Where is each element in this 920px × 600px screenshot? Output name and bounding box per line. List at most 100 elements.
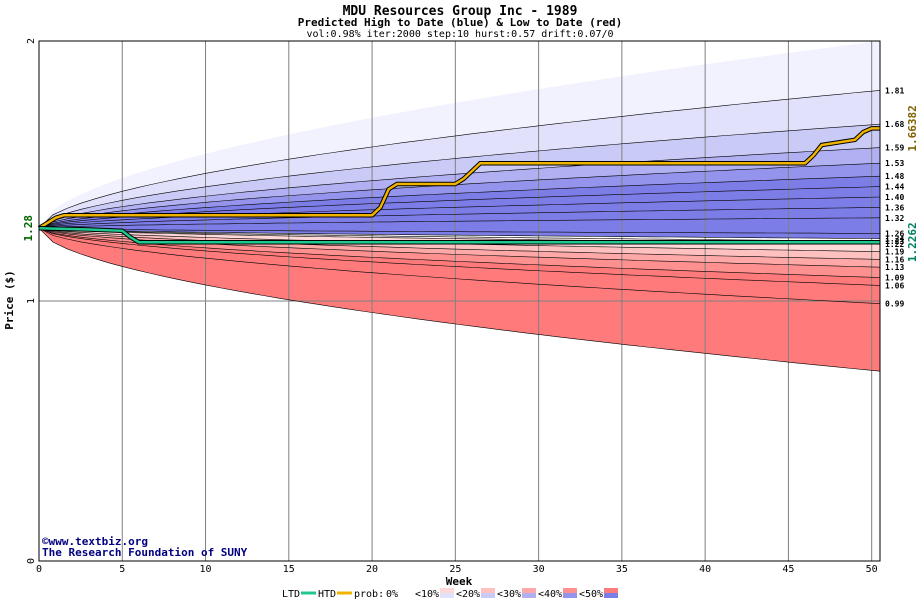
upper-band [39,41,880,229]
legend-red-swatch [481,588,495,593]
quantile-label: 1.13 [885,263,904,272]
legend-red-swatch [563,588,577,593]
quantile-label: 1.23 [885,237,904,246]
x-tick-label: 30 [533,564,545,575]
credit-site-text: www.textbiz.org [49,535,148,548]
legend-ltd-label: LTD [282,589,300,600]
x-axis-label: Week [446,575,473,588]
legend-prob-item: <50% [579,589,603,600]
x-tick-label: 25 [449,564,461,575]
legend-blue-swatch [522,593,536,598]
quantile-label: 1.16 [885,255,904,264]
series [37,126,880,245]
upper-band [39,197,880,229]
x-tick-label: 15 [283,564,295,575]
quantile-label: 1.44 [885,183,904,192]
x-tick-label: 35 [616,564,628,575]
quantile-label: 1.26 [885,229,904,238]
legend-prob-item: <40% [538,589,562,600]
chart-title: MDU Resources Group Inc - 1989 [343,4,578,19]
lower-quantile-line [38,227,881,286]
x-tick-label: 45 [782,564,794,575]
ltd-final-label: 1.2262 [906,222,919,262]
quantile-label: 1.19 [885,248,904,257]
quantile-label: 1.53 [885,159,904,168]
legend-prob-label: prob: [354,589,384,600]
legend-blue-swatch [399,593,413,598]
legend-red-swatch [399,588,413,593]
x-tick-label: 5 [119,564,125,575]
y-tick-labels: 0 1 2 [26,38,37,564]
lower-quantile-line [38,227,881,242]
y-tick-label: 0 [26,558,37,564]
legend-prob-item: 0% [386,589,398,600]
credit-site: ©www.textbiz.org [42,535,148,548]
quantile-label: 1.81 [885,86,904,95]
upper-band [39,217,880,234]
lower-quantile-line [38,227,881,304]
upper-quantile-line [38,162,881,229]
lower-band [39,228,880,372]
htd-final-label: 1.66382 [906,105,919,151]
legend-blue-swatch [440,593,454,598]
lower-band [39,228,880,286]
legend-prob-item: <10% [415,589,439,600]
probability-bands [39,41,880,372]
credit: ©www.textbiz.org The Research Foundation… [42,535,248,559]
lower-band [39,228,880,260]
x-tick-label: 20 [366,564,378,575]
quantile-label: 1.22 [885,240,904,249]
x-tick-label: 0 [36,564,42,575]
legend-red-swatch [604,588,618,593]
lower-quantile-line [38,227,881,260]
lower-band [39,228,880,268]
lower-band [39,228,880,252]
upper-quantile-line [38,175,881,229]
upper-quantile-line [38,123,881,229]
legend: LTD HTD prob: 0% <10% <20% <30% <40% <50% [282,588,618,600]
upper-quantile-line [38,207,881,229]
quantile-label: 1.40 [885,193,904,202]
legend-red-swatch [522,588,536,593]
quantile-label: 1.09 [885,274,904,283]
value-labels: 1.28 1.66382 1.2262 [22,105,919,262]
x-tick-label: 40 [699,564,711,575]
x-tick-label: 50 [866,564,878,575]
ltd-line [38,226,880,244]
plot-frame [38,40,881,562]
y-axis-label: Price ($) [3,270,16,330]
quantile-label: 1.24 [885,235,904,244]
upper-band [39,186,880,229]
median-band [39,228,880,242]
copyright-icon: © [42,535,49,548]
x-tick-labels: 0 5 10 15 20 25 30 35 40 45 50 [36,564,878,575]
legend-htd-label: HTD [318,589,336,600]
x-tick-label: 10 [200,564,212,575]
lower-quantile-line [38,227,881,372]
quantile-label: 1.48 [885,172,904,181]
legend-red-swatch [440,588,454,593]
upper-quantile-line [38,227,880,234]
legend-blue-swatch [481,593,495,598]
quantile-label: 1.36 [885,203,904,212]
upper-band [39,90,880,229]
chart-subtitle: Predicted High to Date (blue) & Low to D… [298,16,623,29]
upper-band [39,163,880,229]
legend-blue-swatch [604,593,618,598]
upper-band [39,147,880,229]
htd-line [38,127,880,230]
upper-quantile-line [38,147,881,229]
upper-band [39,176,880,229]
legend-prob-item: <20% [456,589,480,600]
lower-band [39,228,880,244]
y-tick-label: 1 [26,298,37,304]
quantile-label: 1.32 [885,214,904,223]
upper-quantile-line [38,227,881,239]
credit-org: The Research Foundation of SUNY [42,546,248,559]
start-price-label: 1.28 [22,215,35,242]
quantile-label: 0.99 [885,300,904,309]
lower-quantile-line [38,227,881,278]
upper-quantile-line [38,217,881,229]
quantile-label: 1.06 [885,281,904,290]
quantile-label: 1.68 [885,120,904,129]
